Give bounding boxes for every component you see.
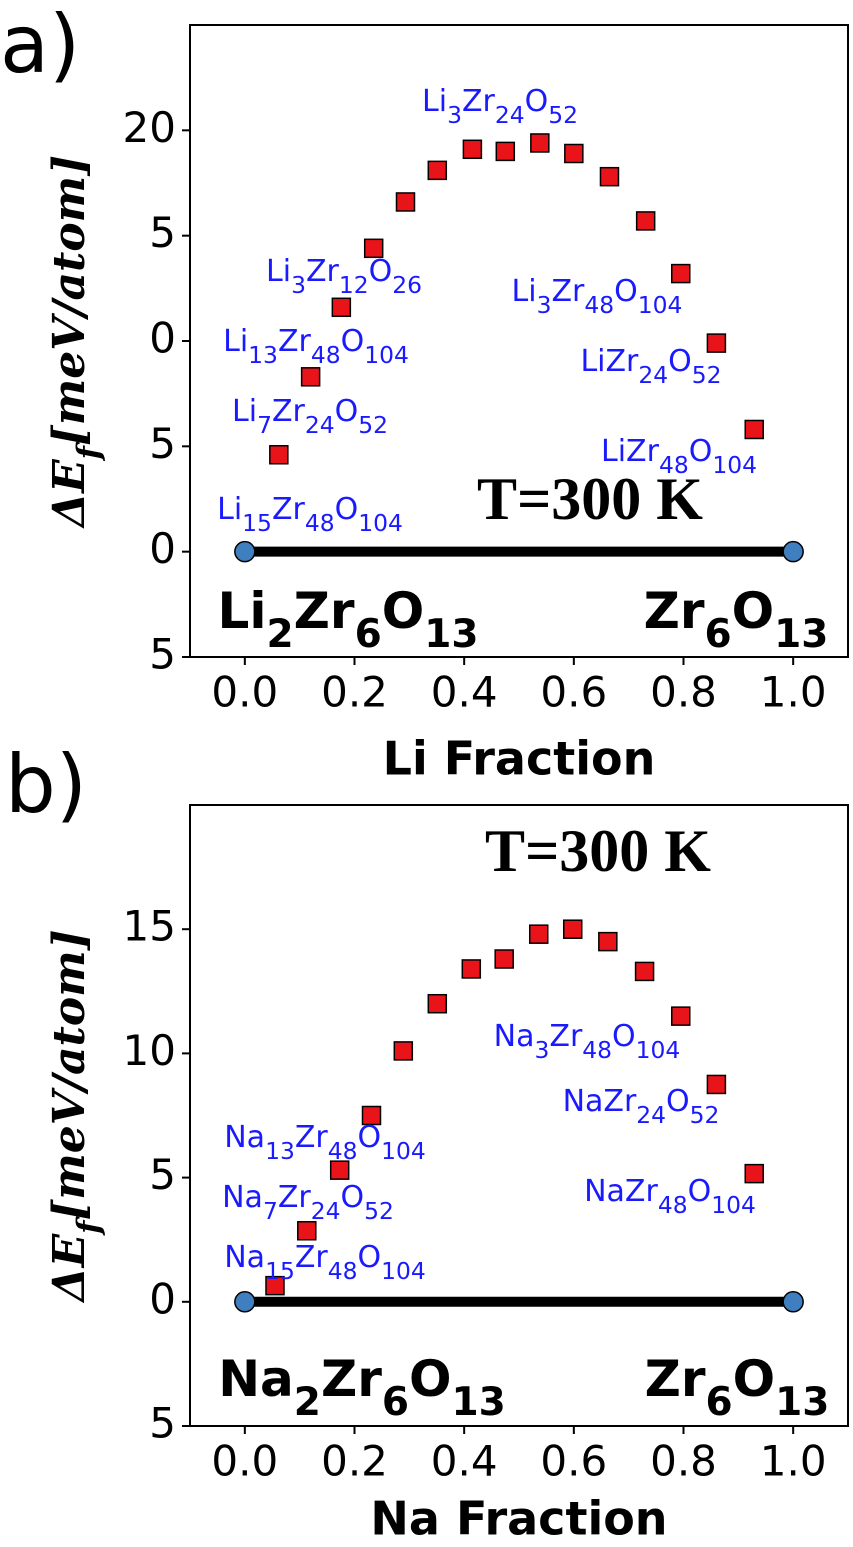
data-point [495, 141, 516, 162]
data-point [706, 333, 727, 353]
panel-label: b) [5, 738, 87, 831]
data-point [363, 238, 384, 259]
data-point [461, 959, 482, 979]
x-tick-label: 0.2 [321, 1437, 388, 1486]
hull-point [782, 540, 804, 563]
endpoint-label: Zr6O13 [645, 1350, 830, 1426]
y-label-rest: [meV/atom] [44, 155, 95, 446]
data-point [671, 1006, 691, 1026]
hull-point [234, 540, 256, 563]
annotation: LiZr24O52 [580, 344, 721, 389]
x-tick-label: 0.4 [431, 668, 498, 717]
x-tick-label: 1.0 [760, 1437, 827, 1486]
panel-label: a) [0, 0, 80, 91]
annotation: Na15Zr48O104 [224, 1240, 426, 1285]
annotation: Li3Zr48O104 [512, 274, 683, 319]
x-tick-label: 1.0 [760, 668, 827, 717]
annotation: NaZr24O52 [563, 1084, 720, 1129]
annotation: NaZr48O104 [584, 1174, 756, 1219]
x-axis-label: Na Fraction [370, 1492, 667, 1546]
annotation: Li3Zr12O26 [266, 254, 422, 299]
data-point [395, 192, 416, 212]
y-label-sub: f [71, 1216, 107, 1236]
hull-point [782, 1291, 804, 1313]
y-axis-label: ΔEf[meV/atom] [44, 929, 107, 1303]
x-tick-label: 0.0 [211, 1437, 278, 1486]
data-point [361, 1105, 382, 1126]
data-point [744, 1163, 764, 1184]
annotation: Na3Zr48O104 [494, 1019, 681, 1064]
y-tick-label: 5 [149, 419, 176, 468]
y-tick-label: 5 [149, 208, 176, 257]
data-point [427, 993, 448, 1014]
temperature-label: T=300 K [485, 818, 711, 884]
x-tick-label: 0.0 [211, 668, 278, 717]
data-point [300, 367, 321, 387]
x-tick-label: 0.8 [650, 1437, 717, 1486]
x-axis-label: Li Fraction [383, 732, 656, 786]
annotation: Li13Zr48O104 [223, 324, 409, 369]
temperature-label: T=300 K [477, 466, 703, 532]
data-point [265, 1275, 285, 1296]
y-tick-label: 5 [149, 630, 176, 679]
data-point [427, 160, 448, 181]
annotation: LiZr48O104 [601, 434, 757, 479]
endpoint-label: Li2Zr6O13 [218, 582, 479, 658]
data-point [564, 143, 584, 164]
y-label-rest: [meV/atom] [44, 929, 95, 1220]
y-tick-label: 0 [149, 1274, 176, 1323]
data-point [269, 445, 289, 465]
data-point [530, 133, 550, 153]
y-label-main: ΔE [44, 1232, 95, 1303]
data-point [462, 139, 483, 160]
x-tick-label: 0.6 [540, 668, 607, 717]
annotation: Na13Zr48O104 [224, 1120, 426, 1165]
annotation: Li7Zr24O52 [232, 394, 388, 439]
data-point [297, 1221, 317, 1241]
y-label-sub: f [71, 441, 107, 461]
y-tick-label: 15 [123, 902, 176, 951]
data-point [671, 263, 691, 284]
endpoint-label: Zr6O13 [644, 582, 829, 658]
hull-point [234, 1291, 256, 1313]
data-point [634, 961, 655, 982]
annotation: Na7Zr24O52 [222, 1180, 394, 1225]
y-tick-label: 10 [123, 1026, 176, 1075]
data-point [331, 297, 352, 318]
data-point [598, 931, 618, 952]
x-tick-label: 0.2 [321, 668, 388, 717]
data-point [393, 1041, 414, 1061]
data-point [599, 166, 620, 187]
data-point [635, 211, 656, 231]
x-tick-label: 0.4 [431, 1437, 498, 1486]
data-point [706, 1074, 727, 1095]
x-tick-label: 0.8 [650, 668, 717, 717]
y-axis-label: ΔEf[meV/atom] [44, 155, 107, 529]
y-tick-label: 0 [149, 314, 176, 363]
annotation: Li3Zr24O52 [422, 84, 578, 129]
data-point [329, 1160, 350, 1180]
data-point [528, 924, 549, 944]
x-tick-label: 0.6 [540, 1437, 607, 1486]
data-point [562, 919, 583, 939]
y-tick-label: 5 [149, 1399, 176, 1448]
y-tick-label: 5 [149, 1150, 176, 1199]
data-point [744, 419, 764, 440]
y-tick-label: 20 [123, 103, 176, 152]
plot-frame [189, 804, 849, 1427]
endpoint-label: Na2Zr6O13 [218, 1350, 506, 1426]
y-label-main: ΔE [44, 458, 95, 529]
y-tick-label: 0 [149, 524, 176, 573]
data-point [494, 949, 514, 969]
annotation: Li15Zr48O104 [217, 492, 403, 537]
